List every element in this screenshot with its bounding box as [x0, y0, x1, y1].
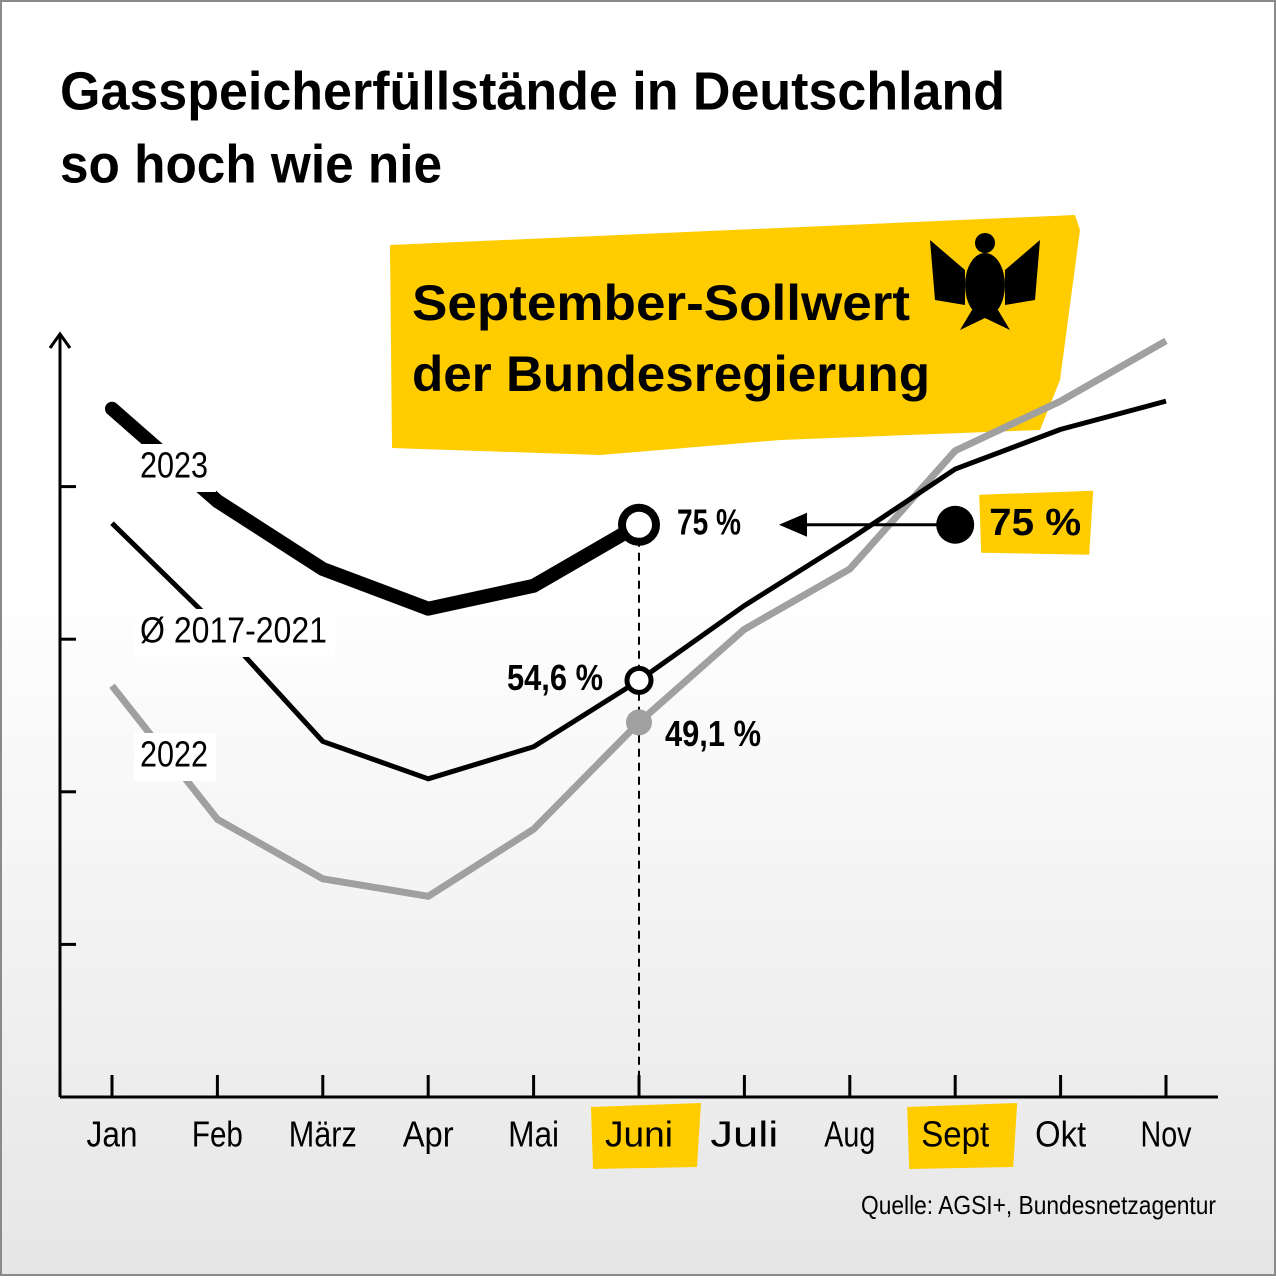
x-tick-label: Mai — [508, 1114, 559, 1155]
x-tick-label: Feb — [192, 1114, 243, 1155]
x-tick-label: Sept — [921, 1114, 989, 1155]
legend-label: 2023 — [140, 445, 208, 486]
x-tick-label: Juni — [605, 1114, 673, 1155]
target-value-label: 75 % — [989, 502, 1081, 544]
x-tick-label: Juli — [710, 1114, 778, 1155]
target-label-bg — [979, 490, 1094, 555]
legend-bg — [134, 733, 216, 781]
value-label: 75 % — [677, 501, 741, 542]
target-label: der Bundesregierung — [412, 346, 930, 402]
category-highlight — [907, 1103, 1018, 1169]
x-tick-label: Nov — [1141, 1114, 1192, 1155]
category-highlight — [591, 1103, 701, 1169]
target-banner — [390, 215, 1080, 455]
y-axis-arrow — [48, 331, 72, 349]
target-label: September-Sollwert — [412, 275, 910, 331]
x-tick-label: Okt — [1035, 1114, 1086, 1155]
x-tick-label: Jan — [87, 1114, 138, 1155]
legend-bg — [134, 444, 216, 492]
x-tick-label: März — [289, 1114, 357, 1155]
chart-title: so hoch wie nie — [60, 134, 442, 194]
x-tick-label: Apr — [403, 1114, 454, 1155]
target-point — [936, 505, 975, 544]
x-tick-label: Aug — [824, 1114, 875, 1155]
point — [618, 503, 660, 546]
point — [626, 709, 652, 736]
legend-label: 2022 — [140, 734, 208, 775]
value-label: 54,6 % — [507, 657, 603, 698]
target-arrowhead — [779, 512, 807, 537]
legend-bg — [134, 609, 335, 657]
point — [624, 665, 654, 695]
source: Quelle: AGSI+, Bundesnetzagentur — [861, 1190, 1216, 1220]
chart-title: Gasspeicherfüllstände in Deutschland — [60, 61, 1005, 121]
legend-label: Ø 2017-2021 — [140, 610, 327, 651]
value-label: 49,1 % — [665, 713, 761, 754]
eagle — [930, 233, 1040, 330]
